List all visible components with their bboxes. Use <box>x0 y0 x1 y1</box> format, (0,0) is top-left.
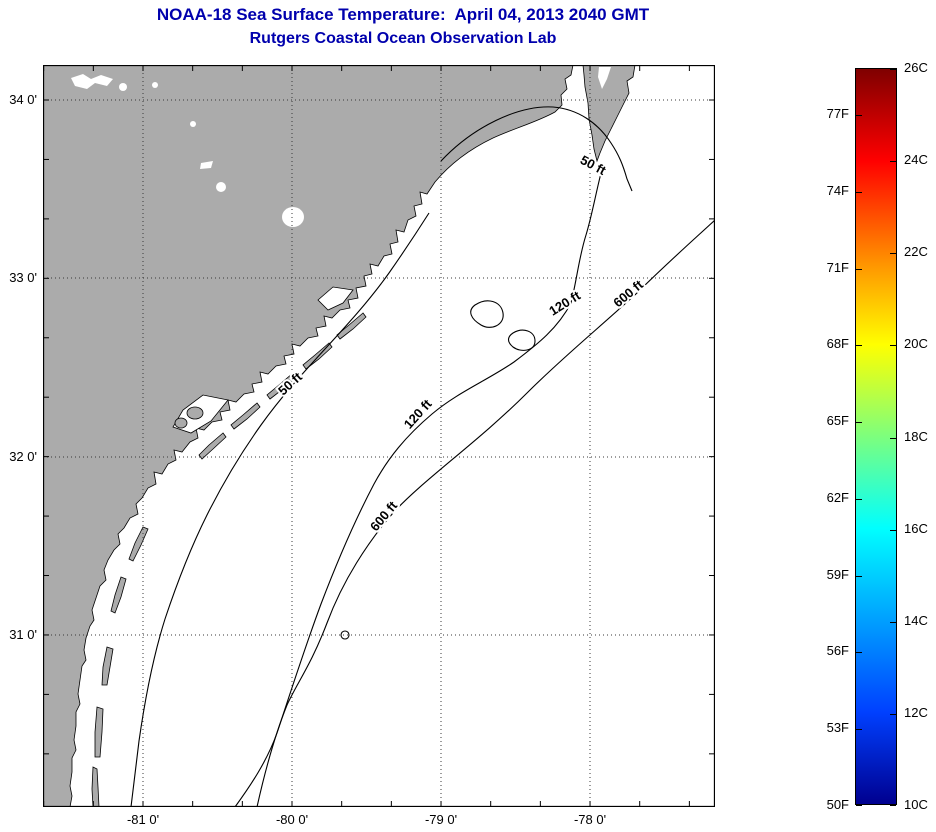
cloud-patch <box>216 182 226 192</box>
temperature-colorbar <box>855 68 897 806</box>
depth-contour-120ft <box>234 172 602 807</box>
colorbar-label-fahrenheit: 77F <box>826 106 849 122</box>
colorbar-label-fahrenheit: 65F <box>826 413 849 429</box>
map-border <box>43 65 715 807</box>
cloud-patches <box>71 74 304 227</box>
y-axis-tick-label: 32 0' <box>9 449 37 464</box>
barrier-island <box>198 432 227 460</box>
colorbar-tick <box>856 115 862 117</box>
contour-squiggle <box>470 300 504 328</box>
figure-title: NOAA-18 Sea Surface Temperature: April 0… <box>156 5 650 24</box>
colorbar-tick <box>856 422 862 424</box>
colorbar-label-fahrenheit: 56F <box>826 643 849 659</box>
colorbar-label-celsius: 24C <box>904 152 928 168</box>
cloud-patch <box>200 161 213 169</box>
colorbar-label-fahrenheit: 50F <box>826 797 849 812</box>
barrier-islands <box>91 312 367 807</box>
colorbar-label-celsius: 16C <box>904 520 928 536</box>
y-axis-tick-label: 34 0' <box>9 92 37 107</box>
colorbar-label-fahrenheit: 62F <box>826 489 849 505</box>
small-depth-ring <box>340 630 350 640</box>
colorbar-tick <box>890 713 896 715</box>
x-axis-tick-label: -78 0' <box>573 812 607 827</box>
barrier-island <box>101 646 114 686</box>
cloud-patch <box>152 82 158 88</box>
colorbar-label-fahrenheit: 71F <box>826 259 849 275</box>
barrier-island <box>230 402 261 430</box>
cloud-patch <box>119 83 127 91</box>
barrier-island <box>94 706 104 758</box>
x-axis-tick-label: -79 0' <box>424 812 458 827</box>
depth-contour-50ft-lower <box>130 212 430 807</box>
figure-subtitle: Rutgers Coastal Ocean Observation Lab <box>249 30 557 47</box>
colorbar-label-fahrenheit: 68F <box>826 336 849 352</box>
harbor-inlet <box>317 286 354 311</box>
sea-island <box>186 406 204 420</box>
colorbar-tick <box>890 621 896 623</box>
cloud-patch <box>190 121 196 127</box>
coastal-map-plot: 50 ft 50 ft 120 ft 120 ft 600 ft 600 ft <box>43 65 715 807</box>
colorbar-tick <box>890 161 896 163</box>
mainland-landmass <box>43 65 574 807</box>
colorbar-tick <box>890 529 896 531</box>
y-axis-tick-label: 33 0' <box>9 270 37 285</box>
colorbar-label-celsius: 10C <box>904 797 928 812</box>
contour-squiggle <box>507 329 536 351</box>
sea-island <box>174 417 188 429</box>
colorbar-tick <box>890 345 896 347</box>
colorbar-tick <box>856 268 862 270</box>
landmass-layer <box>43 65 636 807</box>
colorbar-tick <box>890 253 896 255</box>
x-axis-tick-label: -80 0' <box>275 812 309 827</box>
colorbar-label-fahrenheit: 53F <box>826 720 849 736</box>
colorbar-tick <box>856 729 862 731</box>
colorbar-tick <box>856 575 862 577</box>
river-fork <box>598 67 611 89</box>
colorbar-label-celsius: 26C <box>904 60 928 75</box>
depth-contour-50ft-upper <box>440 106 633 192</box>
barrier-island <box>128 526 149 562</box>
colorbar-label-fahrenheit: 59F <box>826 566 849 582</box>
colorbar-tick <box>890 437 896 439</box>
colorbar-label-celsius: 12C <box>904 704 928 720</box>
colorbar-tick <box>890 805 896 806</box>
colorbar-tick <box>856 345 862 347</box>
colorbar-label-celsius: 14C <box>904 612 928 628</box>
barrier-island <box>91 766 100 807</box>
colorbar-label-celsius: 18C <box>904 428 928 444</box>
colorbar-label-celsius: 22C <box>904 244 928 260</box>
colorbar-tick <box>856 652 862 654</box>
colorbar-label-celsius: 20C <box>904 336 928 352</box>
axis-tick-layer <box>43 65 715 807</box>
gridline-layer <box>43 65 715 807</box>
bathymetry-contours <box>130 106 715 807</box>
barrier-island <box>336 312 367 340</box>
depth-contour-600ft <box>256 219 715 807</box>
colorbar-label-fahrenheit: 74F <box>826 182 849 198</box>
colorbar-tick <box>856 805 862 806</box>
y-axis-tick-label: 31 0' <box>9 627 37 642</box>
cloud-patch <box>71 74 113 89</box>
colorbar-tick <box>856 191 862 193</box>
colorbar-tick <box>890 69 896 70</box>
x-axis-tick-label: -81 0' <box>126 812 160 827</box>
barrier-island <box>266 372 297 400</box>
barrier-island <box>110 576 127 614</box>
cloud-patch <box>282 207 304 227</box>
colorbar-tick <box>856 498 862 500</box>
